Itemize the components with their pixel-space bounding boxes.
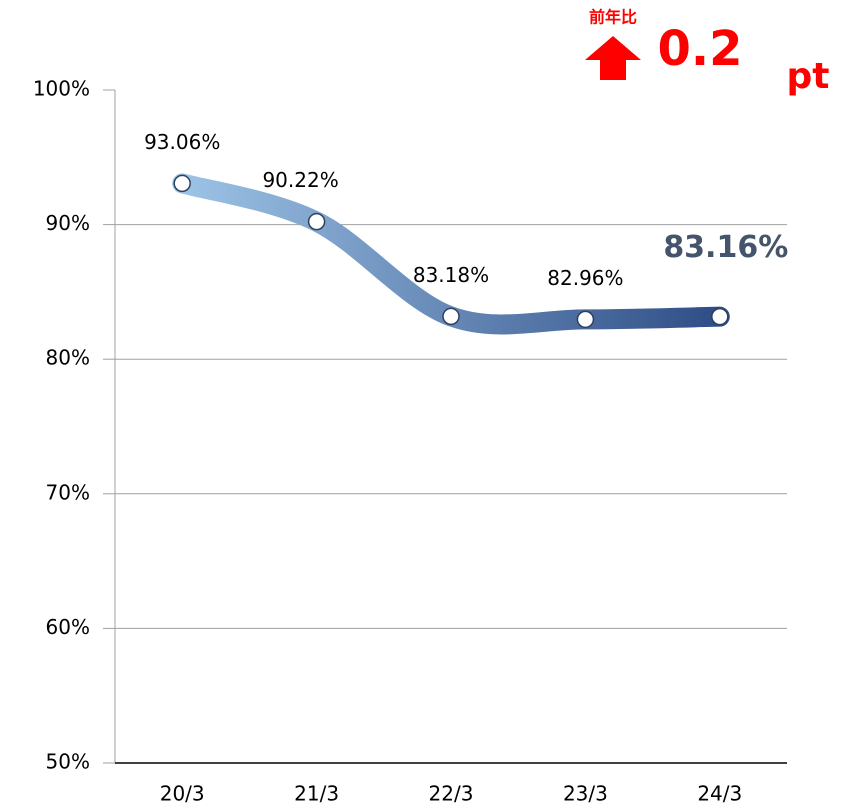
x-tick-label: 24/3	[697, 782, 742, 806]
y-tick-label: 70%	[46, 480, 90, 504]
point-marker	[307, 212, 326, 231]
x-tick-label: 21/3	[294, 782, 339, 806]
value-label: 83.16%	[663, 230, 788, 265]
point-marker	[173, 174, 191, 193]
annotation-unit: pt	[787, 56, 830, 97]
y-tick-label: 80%	[46, 346, 90, 370]
series-line	[172, 173, 730, 335]
x-tick-label: 23/3	[563, 782, 608, 806]
y-tick-label: 90%	[46, 211, 90, 235]
value-label: 93.06%	[144, 130, 220, 154]
up-arrow	[585, 36, 641, 80]
y-tick-label: 100%	[33, 77, 90, 101]
point-marker	[711, 307, 729, 326]
annotation-value: 0.2	[657, 21, 742, 77]
point-marker	[442, 307, 460, 326]
value-label: 82.96%	[547, 266, 623, 290]
annotation-label: 前年比	[589, 8, 637, 27]
value-label: 83.18%	[413, 263, 489, 287]
value-label: 90.22%	[262, 168, 338, 192]
y-tick-label: 50%	[46, 750, 90, 774]
y-tick-label: 60%	[46, 615, 90, 639]
x-tick-label: 22/3	[429, 782, 474, 806]
point-marker	[576, 310, 595, 329]
x-tick-label: 20/3	[160, 782, 205, 806]
